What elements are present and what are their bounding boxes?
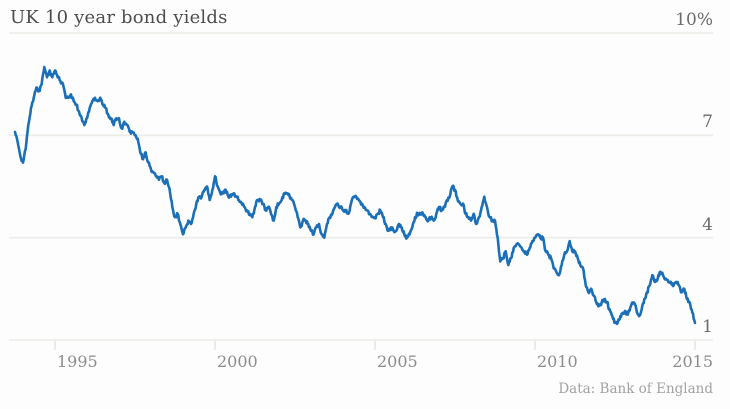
x-axis-label-2005: 2005: [377, 352, 418, 371]
x-axis-label-2010: 2010: [537, 352, 578, 371]
x-axis-label-1995: 1995: [57, 352, 98, 371]
yield-line: [13, 65, 697, 326]
y-axis-label-10: 10%: [675, 10, 713, 30]
y-axis-label-4: 4: [702, 214, 713, 235]
x-axis-label-2000: 2000: [217, 352, 258, 371]
chart-title: UK 10 year bond yields: [10, 7, 228, 28]
source-credit: Data: Bank of England: [558, 381, 713, 397]
y-axis-label-1: 1: [702, 317, 713, 337]
x-axis-label-2015: 2015: [672, 352, 713, 371]
y-axis-label-7: 7: [702, 112, 713, 133]
